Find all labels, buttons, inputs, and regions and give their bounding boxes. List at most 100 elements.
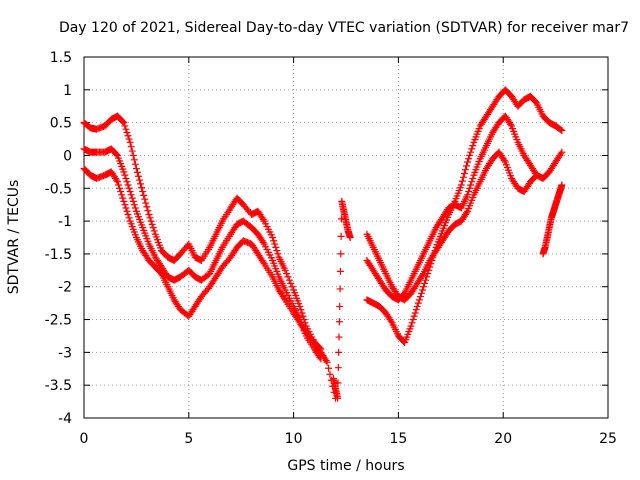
- data-point: [335, 318, 343, 326]
- data-point: [120, 197, 128, 205]
- data-point: [115, 181, 123, 189]
- data-point: [467, 148, 475, 156]
- data-point: [273, 247, 281, 255]
- data-point: [285, 276, 293, 284]
- data-point: [469, 174, 477, 182]
- data-point: [413, 302, 421, 310]
- data-point: [422, 276, 430, 284]
- data-point: [459, 173, 467, 181]
- series-track-g: [329, 197, 354, 402]
- data-point: [126, 138, 134, 146]
- data-point: [130, 156, 138, 164]
- data-point: [138, 184, 146, 192]
- data-point: [147, 217, 155, 225]
- x-axis-label: GPS time / hours: [287, 458, 404, 474]
- data-point: [420, 283, 428, 291]
- data-point: [468, 178, 476, 186]
- data-point: [325, 364, 333, 372]
- y-tick-label: 1.5: [50, 50, 72, 66]
- data-point: [465, 155, 473, 163]
- data-point: [412, 306, 420, 314]
- data-point: [144, 207, 152, 215]
- data-point: [337, 232, 345, 240]
- y-tick-label: 0.5: [50, 116, 72, 132]
- data-point: [150, 227, 158, 235]
- data-point: [461, 166, 469, 174]
- series-track-h: [539, 181, 566, 258]
- y-tick-label: -3.5: [45, 378, 72, 394]
- data-point: [334, 379, 342, 387]
- data-point: [467, 181, 475, 189]
- x-tick-label: 25: [599, 431, 617, 447]
- data-point: [533, 171, 541, 179]
- data-point: [557, 150, 565, 158]
- data-point: [126, 188, 134, 196]
- y-tick-label: -2: [58, 280, 72, 296]
- y-tick-label: -3: [58, 345, 72, 361]
- data-point: [408, 319, 416, 327]
- data-point: [410, 312, 418, 320]
- data-point: [137, 180, 145, 188]
- series-track-e: [363, 112, 566, 304]
- data-point: [121, 122, 129, 130]
- data-point: [127, 143, 135, 151]
- data-point: [112, 176, 120, 184]
- y-tick-label: 1: [63, 83, 72, 99]
- x-tick-label: 20: [494, 431, 512, 447]
- data-point: [334, 394, 342, 402]
- data-point: [415, 296, 423, 304]
- data-point: [259, 215, 267, 223]
- data-point: [457, 181, 465, 189]
- data-point: [281, 266, 289, 274]
- data-point: [316, 353, 324, 361]
- data-point: [419, 286, 427, 294]
- data-points: [80, 86, 566, 402]
- data-point: [125, 135, 133, 143]
- data-point: [141, 195, 149, 203]
- data-point: [336, 285, 344, 293]
- data-point: [133, 168, 141, 176]
- data-point: [127, 191, 135, 199]
- data-point: [121, 201, 129, 209]
- data-point: [124, 211, 132, 219]
- data-point: [119, 194, 127, 202]
- data-point: [421, 279, 429, 287]
- axis-ticks: 0 5 10 15 20 25 -4 -3.5 -3 -2.5 -2 -1.5 -1 -0.5 0 0.5 1 1…: [45, 50, 617, 447]
- data-point: [387, 317, 395, 325]
- data-point: [120, 119, 128, 127]
- data-point: [116, 184, 124, 192]
- data-point: [407, 322, 415, 330]
- data-point: [121, 171, 129, 179]
- data-point: [139, 188, 147, 196]
- data-point: [296, 302, 304, 310]
- data-point: [125, 184, 133, 192]
- data-point: [131, 160, 139, 168]
- x-tick-label: 15: [389, 431, 407, 447]
- plot-frame: [83, 56, 609, 419]
- data-point: [129, 197, 137, 205]
- data-point: [123, 178, 131, 186]
- data-point: [557, 126, 565, 134]
- series-track-c: [80, 165, 325, 353]
- data-point: [346, 234, 354, 241]
- data-point: [283, 270, 291, 278]
- data-point: [280, 294, 288, 302]
- data-point: [284, 273, 292, 281]
- data-point: [271, 240, 279, 248]
- data-point: [466, 151, 474, 159]
- data-point: [288, 283, 296, 291]
- data-point: [124, 181, 132, 189]
- data-point: [145, 211, 153, 219]
- data-point: [558, 127, 566, 135]
- data-point: [322, 357, 330, 365]
- data-point: [414, 299, 422, 307]
- data-point: [335, 348, 343, 356]
- data-point: [122, 125, 130, 133]
- data-point: [326, 370, 334, 378]
- data-point: [269, 234, 277, 241]
- data-point: [123, 207, 131, 215]
- data-point: [409, 316, 417, 324]
- data-point: [128, 147, 136, 155]
- data-point: [558, 148, 566, 156]
- data-point: [130, 201, 138, 209]
